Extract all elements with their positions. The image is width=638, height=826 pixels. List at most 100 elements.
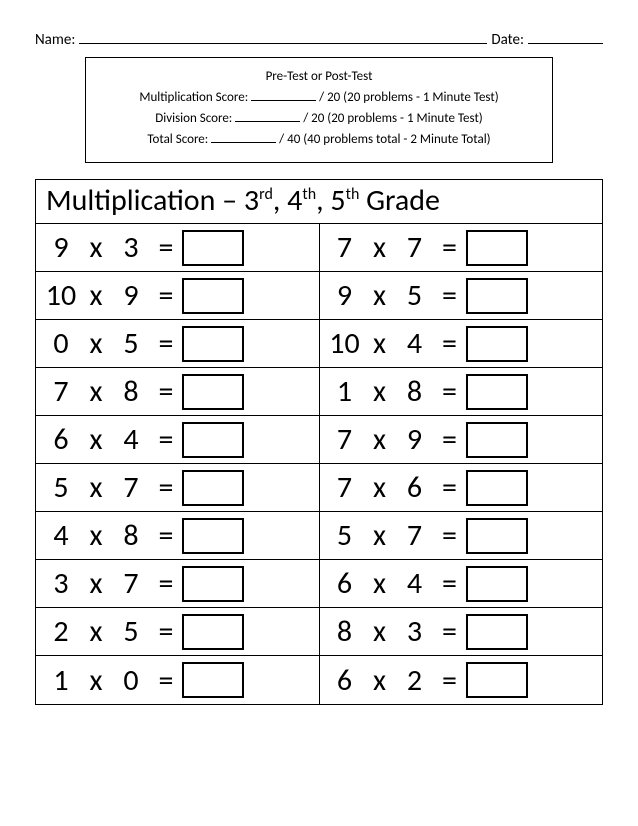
operand-b: 8 (110, 373, 152, 410)
operator: x (366, 277, 394, 314)
operand-a: 9 (324, 277, 366, 314)
operand-b: 7 (394, 229, 436, 266)
date-label: Date: (491, 31, 524, 49)
operand-a: 10 (324, 325, 366, 362)
equals-sign: = (436, 469, 464, 506)
equals-sign: = (436, 517, 464, 554)
answer-box[interactable] (466, 470, 528, 506)
equals-sign: = (436, 662, 464, 699)
equals-sign: = (152, 662, 180, 699)
answer-box[interactable] (182, 470, 244, 506)
equals-sign: = (436, 613, 464, 650)
div-score-blank[interactable] (235, 110, 300, 122)
problems-grid: 9x3=10x9=0x5=7x8=6x4=5x7=4x8=3x7=2x5=1x0… (36, 224, 602, 704)
answer-box[interactable] (182, 374, 244, 410)
operand-a: 6 (324, 662, 366, 699)
operand-a: 4 (40, 517, 82, 554)
operand-a: 7 (324, 469, 366, 506)
operator: x (366, 373, 394, 410)
equals-sign: = (152, 277, 180, 314)
answer-box[interactable] (182, 662, 244, 698)
operand-a: 7 (40, 373, 82, 410)
operand-b: 7 (394, 517, 436, 554)
answer-box[interactable] (466, 374, 528, 410)
info-box: Pre-Test or Post-Test Multiplication Sco… (85, 57, 553, 163)
operand-a: 10 (40, 277, 82, 314)
test-type-line: Pre-Test or Post-Test (94, 69, 544, 84)
problem-row: 7x8= (36, 368, 319, 416)
operand-a: 0 (40, 325, 82, 362)
answer-box[interactable] (182, 614, 244, 650)
answer-box[interactable] (466, 662, 528, 698)
answer-box[interactable] (182, 422, 244, 458)
equals-sign: = (436, 421, 464, 458)
operator: x (366, 517, 394, 554)
operator: x (82, 469, 110, 506)
answer-box[interactable] (182, 230, 244, 266)
problems-col-left: 9x3=10x9=0x5=7x8=6x4=5x7=4x8=3x7=2x5=1x0… (36, 224, 320, 704)
equals-sign: = (436, 565, 464, 602)
equals-sign: = (436, 325, 464, 362)
operator: x (82, 277, 110, 314)
answer-box[interactable] (182, 326, 244, 362)
operand-a: 8 (324, 613, 366, 650)
answer-box[interactable] (466, 614, 528, 650)
equals-sign: = (152, 565, 180, 602)
total-score-blank[interactable] (211, 131, 276, 143)
answer-box[interactable] (466, 422, 528, 458)
problem-row: 5x7= (320, 512, 603, 560)
operand-a: 3 (40, 565, 82, 602)
operand-b: 8 (394, 373, 436, 410)
worksheet-title: Multiplication – 3rd, 4th, 5th Grade (36, 180, 602, 224)
worksheet: Multiplication – 3rd, 4th, 5th Grade 9x3… (35, 179, 603, 705)
problem-row: 6x4= (36, 416, 319, 464)
problem-row: 10x9= (36, 272, 319, 320)
name-blank[interactable] (79, 30, 487, 44)
operand-b: 5 (110, 613, 152, 650)
answer-box[interactable] (466, 278, 528, 314)
problem-row: 8x3= (320, 608, 603, 656)
div-score-line: Division Score: / 20 (20 problems - 1 Mi… (94, 110, 544, 126)
operator: x (82, 325, 110, 362)
operator: x (366, 469, 394, 506)
answer-box[interactable] (182, 518, 244, 554)
operator: x (366, 662, 394, 699)
problem-row: 9x3= (36, 224, 319, 272)
operator: x (82, 373, 110, 410)
operator: x (82, 565, 110, 602)
operator: x (82, 517, 110, 554)
equals-sign: = (152, 469, 180, 506)
operand-b: 9 (110, 277, 152, 314)
answer-box[interactable] (466, 518, 528, 554)
problem-row: 3x7= (36, 560, 319, 608)
operand-a: 1 (40, 662, 82, 699)
answer-box[interactable] (466, 326, 528, 362)
mult-score-line: Multiplication Score: / 20 (20 problems … (94, 89, 544, 105)
operand-b: 4 (394, 565, 436, 602)
problem-row: 6x2= (320, 656, 603, 704)
answer-box[interactable] (182, 566, 244, 602)
problem-row: 7x6= (320, 464, 603, 512)
operand-b: 4 (394, 325, 436, 362)
operator: x (82, 613, 110, 650)
answer-box[interactable] (182, 278, 244, 314)
mult-score-blank[interactable] (251, 89, 316, 101)
problem-row: 1x0= (36, 656, 319, 704)
total-score-line: Total Score: / 40 (40 problems total - 2… (94, 131, 544, 147)
date-blank[interactable] (528, 30, 603, 44)
answer-box[interactable] (466, 566, 528, 602)
answer-box[interactable] (466, 230, 528, 266)
problem-row: 5x7= (36, 464, 319, 512)
problem-row: 6x4= (320, 560, 603, 608)
operand-b: 5 (110, 325, 152, 362)
operand-b: 3 (110, 229, 152, 266)
problem-row: 7x7= (320, 224, 603, 272)
operand-b: 6 (394, 469, 436, 506)
operand-b: 7 (110, 469, 152, 506)
operator: x (366, 229, 394, 266)
equals-sign: = (152, 517, 180, 554)
problem-row: 2x5= (36, 608, 319, 656)
operand-a: 2 (40, 613, 82, 650)
operator: x (366, 421, 394, 458)
operator: x (82, 421, 110, 458)
